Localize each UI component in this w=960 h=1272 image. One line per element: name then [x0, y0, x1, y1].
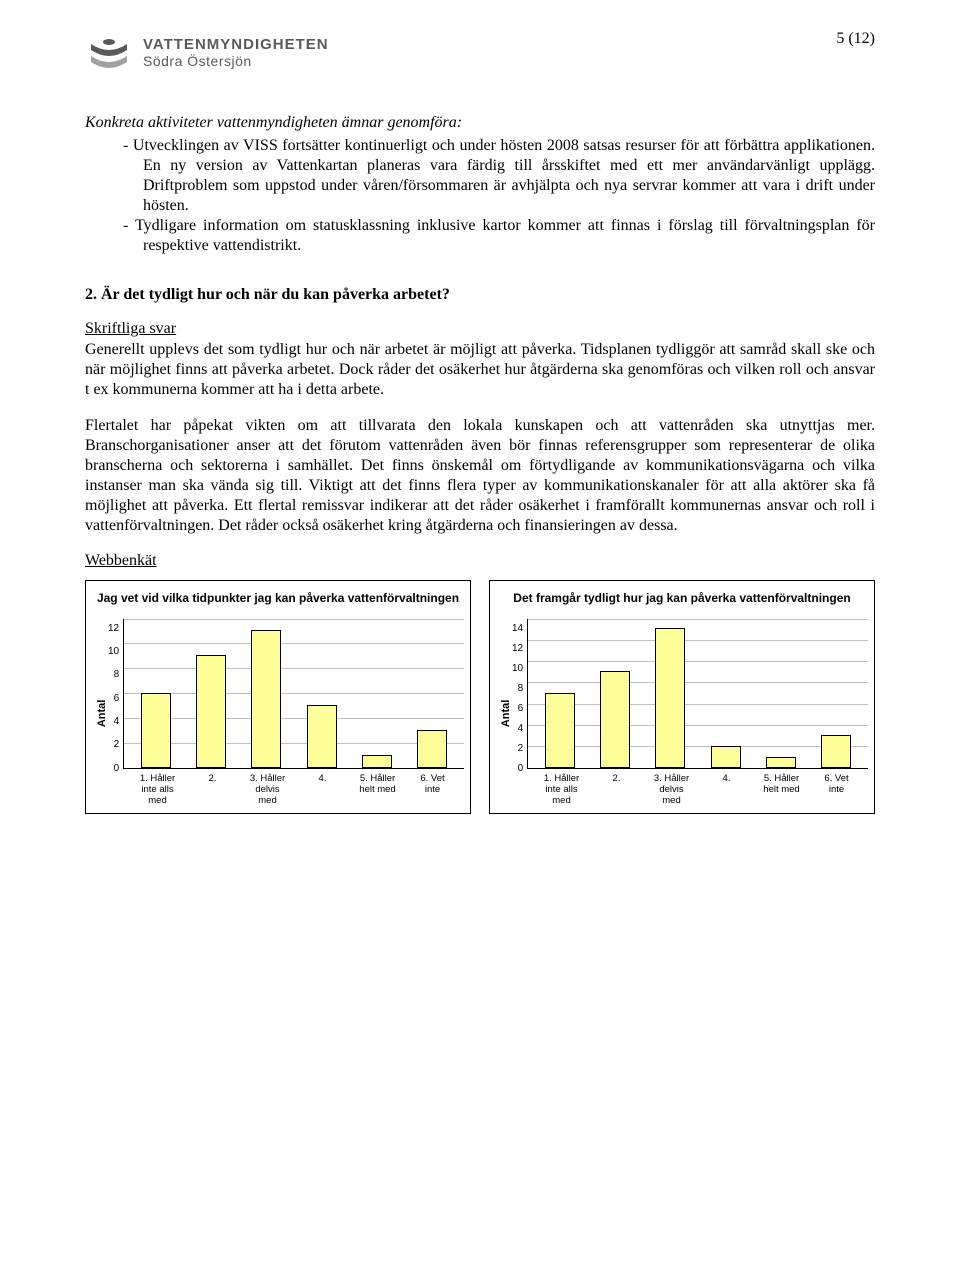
chart-bar — [545, 693, 575, 768]
chart-xaxis: 1. Håller inte alls med 2. 3. Håller delvi… — [530, 769, 868, 807]
chart-right: Det framgår tydligt hur jag kan påverka … — [489, 580, 875, 814]
chart-ylabel: Antal — [92, 619, 108, 807]
chart-yaxis: 02468101214 — [512, 619, 527, 769]
xtick: 2. — [597, 773, 637, 807]
konkreta-list: Utvecklingen av VISS fortsätter kontinue… — [85, 136, 875, 256]
xtick: 3. Håller delvis med — [248, 773, 288, 807]
ytick: 6 — [512, 704, 523, 714]
ytick: 2 — [512, 744, 523, 754]
logo: VATTENMYNDIGHETEN Södra Östersjön — [85, 30, 329, 74]
xtick: 1. Håller inte alls med — [542, 773, 582, 807]
ytick: 14 — [512, 624, 523, 634]
xtick: 2. — [193, 773, 233, 807]
chart-bar — [307, 705, 337, 768]
xtick: 4. — [707, 773, 747, 807]
ytick: 12 — [108, 624, 119, 634]
skriftliga-heading: Skriftliga svar — [85, 320, 875, 338]
logo-line1: VATTENMYNDIGHETEN — [143, 36, 329, 53]
skriftliga-para1: Generellt upplevs det som tydligt hur oc… — [85, 340, 875, 400]
chart-bar — [196, 655, 226, 768]
chart-bar — [711, 746, 741, 767]
chart-bar — [417, 730, 447, 768]
xtick: 6. Vet inte — [413, 773, 453, 807]
xtick: 4. — [303, 773, 343, 807]
ytick: 0 — [108, 764, 119, 774]
chart-bar — [766, 757, 796, 768]
konkreta-item: Tydligare information om statusklassning… — [123, 216, 875, 256]
ytick: 4 — [108, 717, 119, 727]
ytick: 6 — [108, 694, 119, 704]
ytick: 8 — [108, 670, 119, 680]
chart-bar — [362, 755, 392, 768]
xtick: 5. Håller helt med — [358, 773, 398, 807]
chart-xaxis: 1. Håller inte alls med 2. 3. Håller delvi… — [126, 769, 464, 807]
chart-bar — [141, 693, 171, 768]
xtick: 5. Håller helt med — [762, 773, 802, 807]
ytick: 0 — [512, 764, 523, 774]
chart-bar — [821, 735, 851, 767]
konkreta-item: Utvecklingen av VISS fortsätter kontinue… — [123, 136, 875, 216]
xtick: 6. Vet inte — [817, 773, 857, 807]
ytick: 12 — [512, 644, 523, 654]
konkreta-title: Konkreta aktiviteter vattenmyndigheten ä… — [85, 114, 875, 132]
chart-bar — [655, 628, 685, 767]
skriftliga-para2: Flertalet har påpekat vikten om att till… — [85, 416, 875, 536]
chart-bar — [251, 630, 281, 768]
ytick: 2 — [108, 740, 119, 750]
chart-title: Jag vet vid vilka tidpunkter jag kan påv… — [92, 591, 464, 607]
page-number: 5 (12) — [836, 30, 875, 48]
chart-left: Jag vet vid vilka tidpunkter jag kan påv… — [85, 580, 471, 814]
xtick: 3. Håller delvis med — [652, 773, 692, 807]
ytick: 4 — [512, 724, 523, 734]
xtick: 1. Håller inte alls med — [138, 773, 178, 807]
page-header: VATTENMYNDIGHETEN Södra Östersjön 5 (12) — [85, 30, 875, 74]
logo-icon — [85, 30, 133, 74]
charts-row: Jag vet vid vilka tidpunkter jag kan påv… — [85, 580, 875, 814]
q2-title: 2. Är det tydligt hur och när du kan påv… — [85, 286, 875, 304]
chart-plot-area — [123, 619, 464, 769]
ytick: 10 — [512, 664, 523, 674]
logo-line2: Södra Östersjön — [143, 53, 329, 69]
chart-bar — [600, 671, 630, 767]
chart-ylabel: Antal — [496, 619, 512, 807]
chart-plot-area — [527, 619, 868, 769]
ytick: 8 — [512, 684, 523, 694]
chart-yaxis: 024681012 — [108, 619, 123, 769]
ytick: 10 — [108, 647, 119, 657]
chart-title: Det framgår tydligt hur jag kan påverka … — [496, 591, 868, 607]
webb-heading: Webbenkät — [85, 552, 875, 570]
